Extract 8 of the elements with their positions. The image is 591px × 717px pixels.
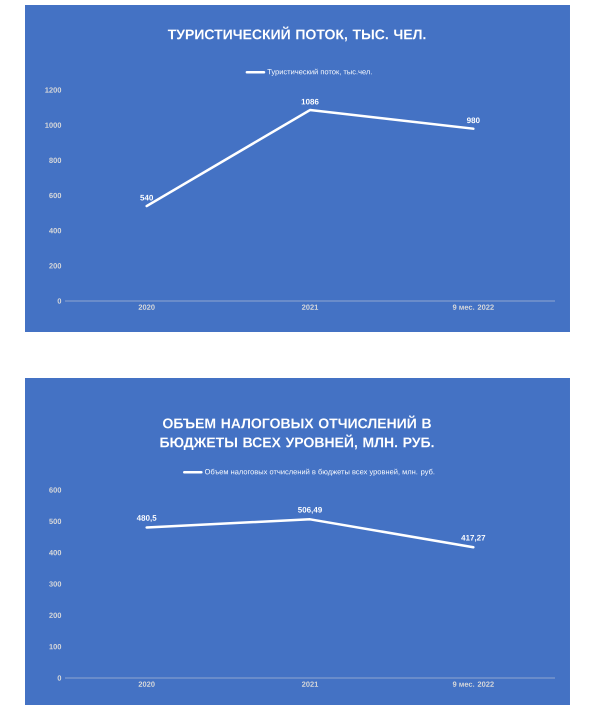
chart-title: ТУРИСТИЧЕСКИЙ ПОТОК, ТЫС. ЧЕЛ. — [168, 26, 426, 42]
data-label: 1086 — [302, 98, 319, 105]
data-label: 480,5 — [136, 515, 156, 522]
data-label: 540 — [140, 194, 154, 201]
data-label: 417,27 — [461, 534, 486, 542]
data-label: 980 — [466, 117, 480, 124]
data-label: 506,49 — [298, 506, 322, 514]
chart-title: ОБЪЕМ НАЛОГОВЫХ ОТЧИСЛЕНИЙ В БЮДЖЕТЫ ВСЕХ УРОВНЕЙ, МЛН. РУБ. — [160, 416, 434, 450]
